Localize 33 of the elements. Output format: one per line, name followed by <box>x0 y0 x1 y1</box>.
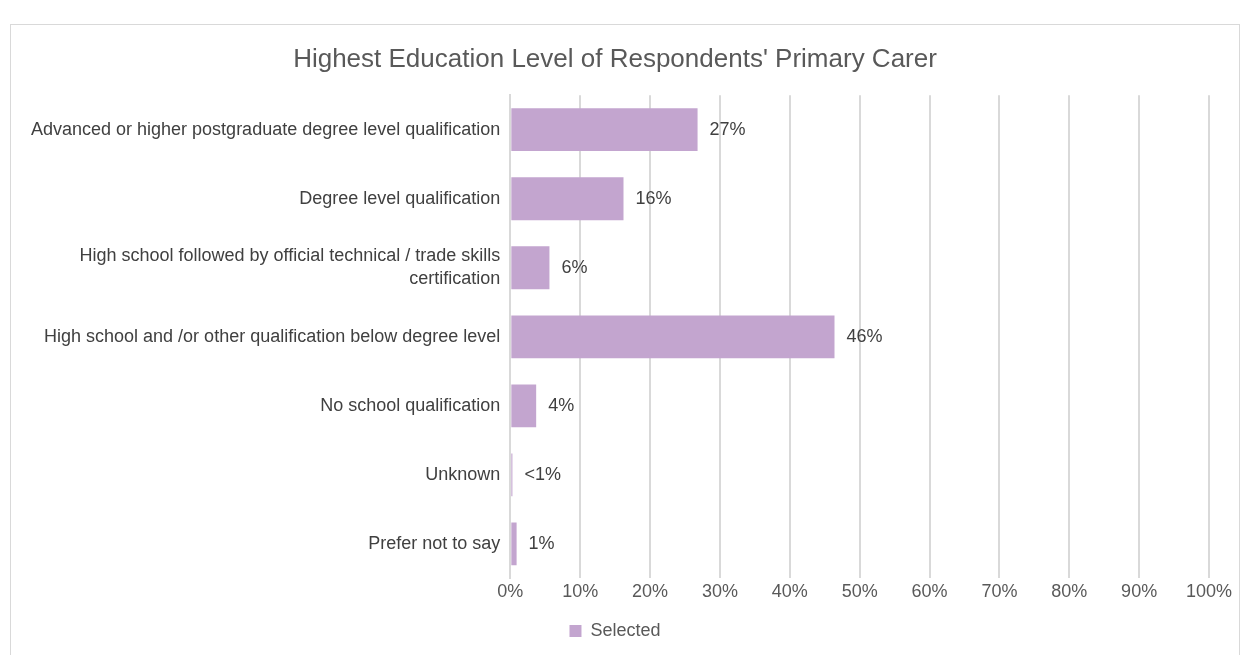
bar <box>511 246 550 290</box>
bar <box>511 315 835 359</box>
bar <box>511 384 537 428</box>
bar <box>511 522 517 566</box>
legend-label: Selected <box>590 619 661 640</box>
y-tick-label: Prefer not to say <box>368 532 501 553</box>
y-tick-label: No school qualification <box>320 394 501 415</box>
y-tick-label: Advanced or higher postgraduate degree level qualification <box>30 118 501 139</box>
y-tick-label: Unknown <box>425 463 501 484</box>
x-tick-label: 10% <box>562 581 599 602</box>
y-tick-label: High school followed by official technical / trade skills certification <box>79 245 501 289</box>
x-tick-label: 30% <box>701 581 738 602</box>
x-tick-label: 70% <box>981 581 1018 602</box>
x-tick-label: 20% <box>632 581 669 602</box>
data-label: <1% <box>524 463 561 484</box>
data-label: 46% <box>846 325 883 346</box>
data-label: 16% <box>635 187 672 208</box>
y-tick-label: Degree level qualification <box>299 187 501 208</box>
y-tick-label: High school and /or other qualification below degree level <box>44 325 501 346</box>
bar <box>511 108 698 152</box>
data-label: 4% <box>548 394 575 415</box>
data-label: 6% <box>561 256 588 277</box>
x-tick-label: 60% <box>911 581 948 602</box>
bar <box>511 177 624 221</box>
data-label: 27% <box>709 118 746 139</box>
x-tick-label: 40% <box>771 581 808 602</box>
x-tick-label: 90% <box>1121 581 1158 602</box>
x-tick-label: 50% <box>841 581 878 602</box>
x-tick-label: 80% <box>1051 581 1088 602</box>
x-tick-label: 100% <box>1185 581 1233 602</box>
x-tick-label: 0% <box>497 581 524 602</box>
data-label: 1% <box>528 532 555 553</box>
chart-title: Highest Education Level of Respondents' Primary Carer <box>293 42 938 73</box>
